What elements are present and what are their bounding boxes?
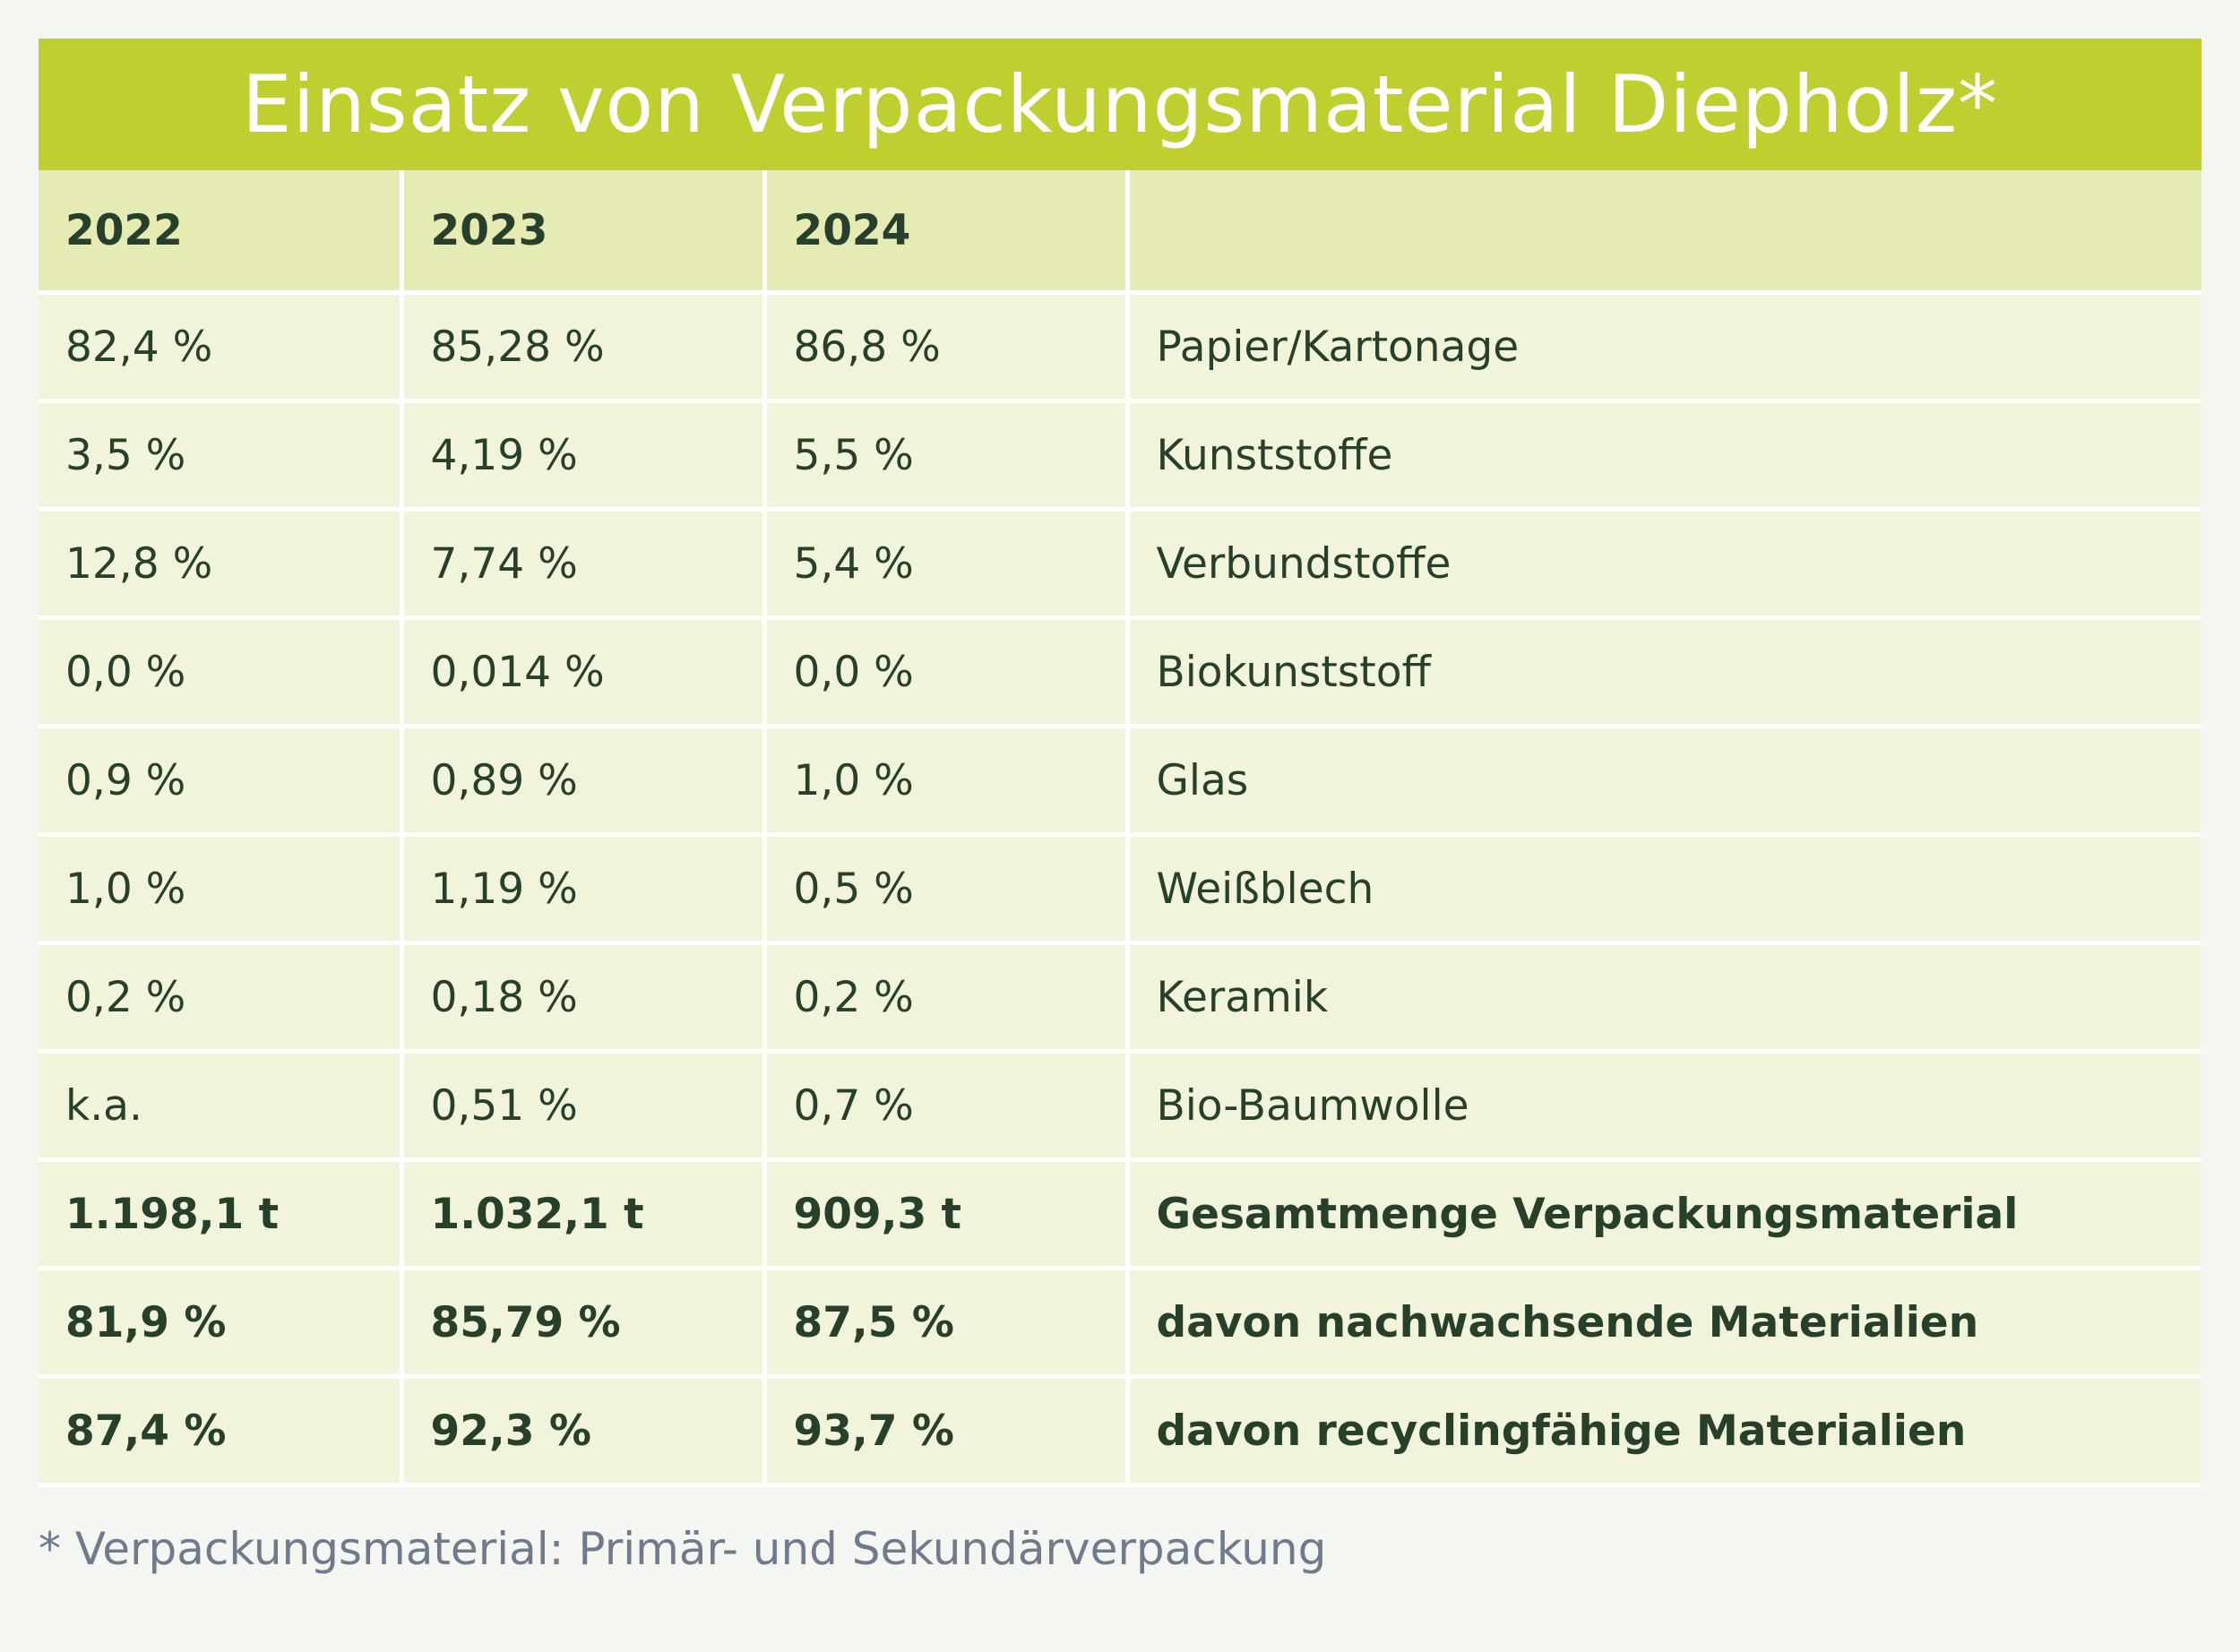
table-title: Einsatz von Verpackungsmaterial Diepholz…	[241, 58, 1999, 151]
header-row: 2022 2023 2024	[39, 170, 2201, 295]
cell-material-label: Gesamtmenge Verpackungsmaterial	[1127, 1159, 2201, 1270]
table-row: 82,4 % 85,28 % 86,8 % Papier/Kartonage	[39, 292, 2201, 403]
cell-value-2024: 0,5 %	[764, 834, 1130, 945]
cell-value-2024: 0,2 %	[764, 942, 1130, 1054]
cell-value-2022: 1,0 %	[39, 834, 404, 945]
cell-value-2023: 0,014 %	[401, 617, 767, 728]
cell-material-label: Bio-Baumwolle	[1127, 1051, 2201, 1162]
cell-value-2023: 0,51 %	[401, 1051, 767, 1162]
cell-value-2023: 1,19 %	[401, 834, 767, 945]
cell-material-label: Biokunststoff	[1127, 617, 2201, 728]
cell-material-label: davon nachwachsende Materialien	[1127, 1268, 2201, 1379]
cell-value-2022: 87,4 %	[39, 1376, 404, 1487]
column-header-2024: 2024	[764, 170, 1130, 295]
cell-material-label: Kunststoffe	[1127, 400, 2201, 512]
cell-value-2024: 5,5 %	[764, 400, 1130, 512]
cell-value-2023: 0,18 %	[401, 942, 767, 1054]
cell-value-2023: 85,79 %	[401, 1268, 767, 1379]
cell-value-2024: 0,0 %	[764, 617, 1130, 728]
cell-material-label: Glas	[1127, 726, 2201, 837]
packaging-table: 2022 2023 2024 82,4 % 85,28 % 86,8 % Papier…	[39, 170, 2201, 1487]
cell-value-2023: 1.032,1 t	[401, 1159, 767, 1270]
cell-value-2022: 3,5 %	[39, 400, 404, 512]
cell-value-2022: 82,4 %	[39, 292, 404, 403]
table-row: 0,2 % 0,18 % 0,2 % Keramik	[39, 942, 2201, 1054]
cell-material-label: Verbundstoffe	[1127, 509, 2201, 620]
cell-value-2022: k.a.	[39, 1051, 404, 1162]
table-row: 0,0 % 0,014 % 0,0 % Biokunststoff	[39, 617, 2201, 728]
cell-value-2024: 86,8 %	[764, 292, 1130, 403]
table-body: 82,4 % 85,28 % 86,8 % Papier/Kartonage 3,5 %…	[39, 292, 2201, 1487]
cell-value-2023: 7,74 %	[401, 509, 767, 620]
cell-value-2024: 93,7 %	[764, 1376, 1130, 1487]
column-header-2023: 2023	[401, 170, 767, 295]
footnote: * Verpackungsmaterial: Primär- und Sekun…	[39, 1523, 1327, 1575]
cell-value-2023: 85,28 %	[401, 292, 767, 403]
cell-value-2022: 0,0 %	[39, 617, 404, 728]
cell-value-2024: 1,0 %	[764, 726, 1130, 837]
cell-value-2024: 909,3 t	[764, 1159, 1130, 1270]
column-header-2022: 2022	[39, 170, 404, 295]
cell-material-label: Papier/Kartonage	[1127, 292, 2201, 403]
column-header-material	[1127, 170, 2201, 295]
cell-material-label: davon recyclingfähige Materialien	[1127, 1376, 2201, 1487]
cell-material-label: Weißblech	[1127, 834, 2201, 945]
cell-value-2023: 92,3 %	[401, 1376, 767, 1487]
cell-material-label: Keramik	[1127, 942, 2201, 1054]
cell-value-2022: 12,8 %	[39, 509, 404, 620]
table-row: 3,5 % 4,19 % 5,5 % Kunststoffe	[39, 400, 2201, 512]
cell-value-2023: 0,89 %	[401, 726, 767, 837]
cell-value-2024: 5,4 %	[764, 509, 1130, 620]
cell-value-2022: 81,9 %	[39, 1268, 404, 1379]
table-row: 81,9 % 85,79 % 87,5 % davon nachwachsende M…	[39, 1268, 2201, 1379]
cell-value-2023: 4,19 %	[401, 400, 767, 512]
cell-value-2024: 0,7 %	[764, 1051, 1130, 1162]
table-row: 12,8 % 7,74 % 5,4 % Verbundstoffe	[39, 509, 2201, 620]
table-row: 0,9 % 0,89 % 1,0 % Glas	[39, 726, 2201, 837]
cell-value-2022: 0,2 %	[39, 942, 404, 1054]
cell-value-2024: 87,5 %	[764, 1268, 1130, 1379]
table-row: 87,4 % 92,3 % 93,7 % davon recyclingfähige …	[39, 1376, 2201, 1487]
table-row: 1,0 % 1,19 % 0,5 % Weißblech	[39, 834, 2201, 945]
cell-value-2022: 1.198,1 t	[39, 1159, 404, 1270]
cell-value-2022: 0,9 %	[39, 726, 404, 837]
table-row: k.a. 0,51 % 0,7 % Bio-Baumwolle	[39, 1051, 2201, 1162]
table-card: Einsatz von Verpackungsmaterial Diepholz…	[39, 39, 2201, 1487]
table-row: 1.198,1 t 1.032,1 t 909,3 t Gesamtmenge Ver…	[39, 1159, 2201, 1270]
title-bar: Einsatz von Verpackungsmaterial Diepholz…	[39, 39, 2201, 170]
